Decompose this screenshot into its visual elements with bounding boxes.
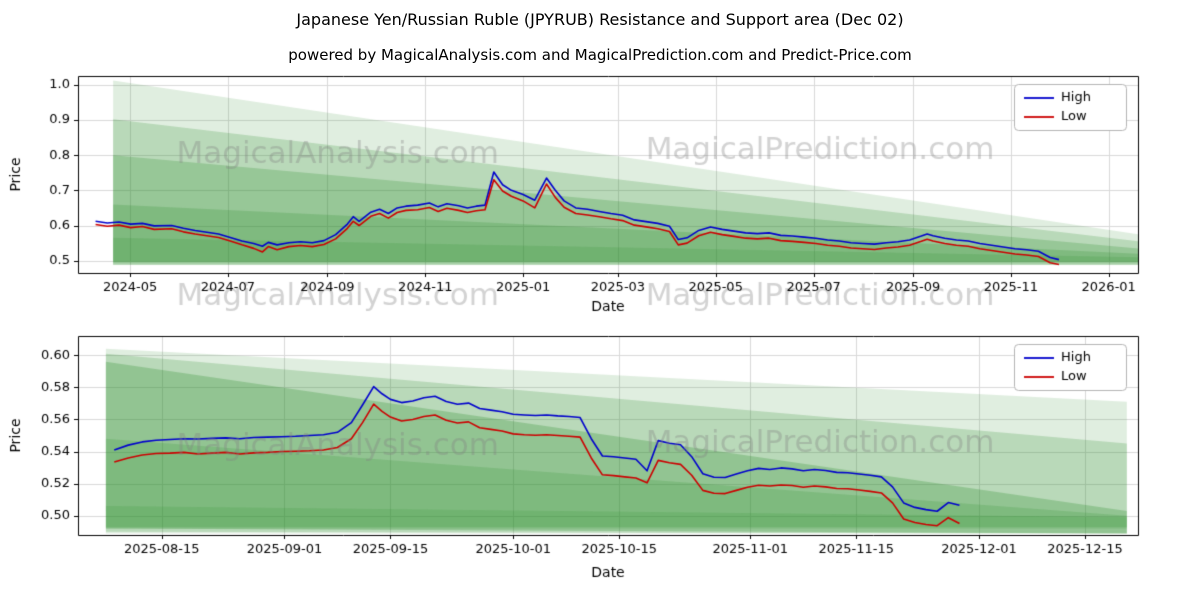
top-price-chart — [0, 64, 1200, 320]
chart-subtitle: powered by MagicalAnalysis.com and Magic… — [288, 46, 912, 64]
bottom-price-chart — [0, 320, 1200, 600]
chart-title: Japanese Yen/Russian Ruble (JPYRUB) Resi… — [296, 10, 904, 29]
